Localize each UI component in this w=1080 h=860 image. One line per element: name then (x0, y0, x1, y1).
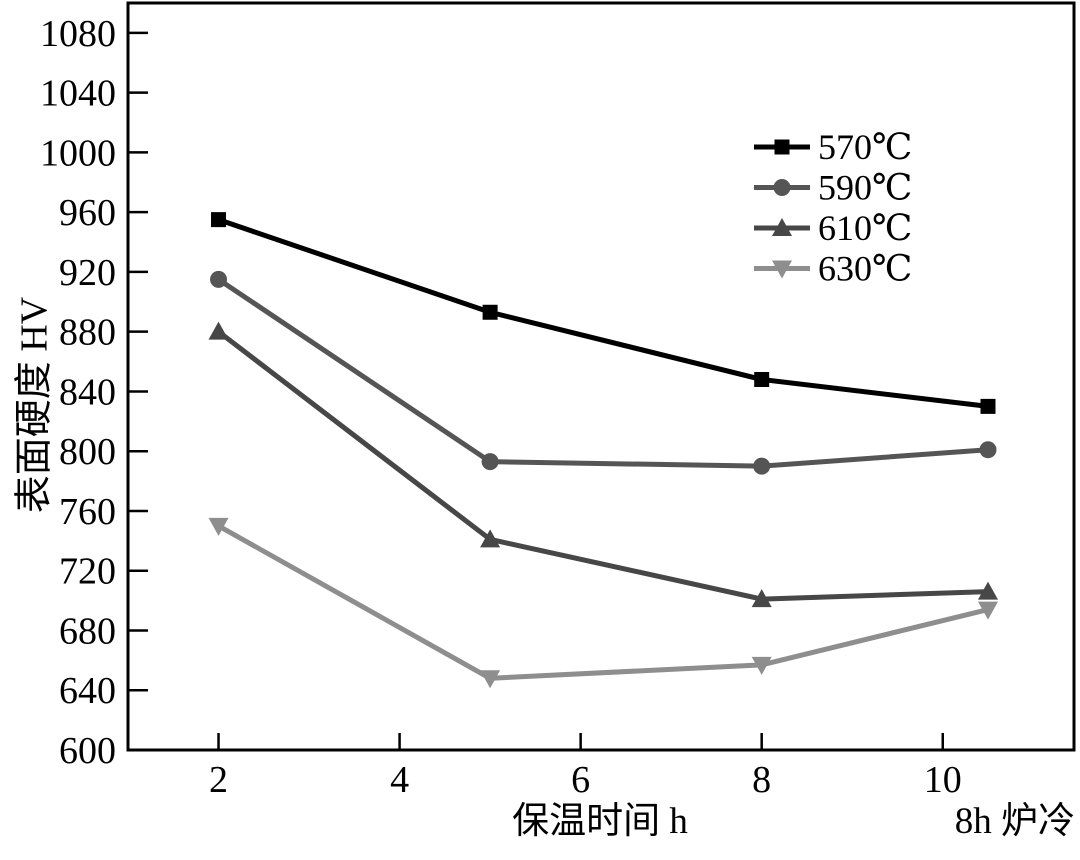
legend-label-590: 590℃ (818, 168, 912, 208)
y-tick-label: 760 (59, 491, 116, 533)
y-tick-label: 960 (59, 192, 116, 234)
series-line-590 (217, 277, 989, 469)
series-marker-610 (751, 589, 772, 608)
series-marker-570 (754, 371, 770, 387)
x-tick-label: 8 (752, 759, 771, 801)
series-marker-630 (208, 517, 229, 536)
x-tick-label: 4 (390, 759, 409, 801)
x-axis-title: 保温时间 h (512, 801, 688, 842)
y-tick-label: 680 (59, 610, 116, 652)
y-tick-label: 1040 (40, 73, 116, 115)
series-marker-570 (980, 398, 996, 414)
series-marker-590 (753, 457, 771, 475)
series-line-570 (217, 217, 989, 409)
y-tick-label: 800 (59, 431, 116, 473)
y-tick-label: 840 (59, 371, 116, 413)
series-marker-590 (210, 270, 228, 288)
series-line-610 (217, 329, 989, 602)
series-marker-610 (978, 581, 998, 600)
y-tick-label: 600 (59, 730, 116, 772)
legend-marker-570 (774, 139, 790, 155)
x-tick-label: 2 (209, 759, 228, 801)
series-line-630 (217, 523, 989, 681)
series-marker-630 (978, 601, 998, 620)
y-tick-label: 720 (59, 551, 116, 593)
x-tick-label: 10 (924, 759, 962, 801)
y-tick-label: 1000 (40, 132, 116, 174)
series-marker-610 (480, 529, 501, 548)
y-axis-title: 表面硬度 HV (13, 296, 56, 514)
series-marker-570 (211, 212, 227, 228)
legend-label-610: 610℃ (818, 208, 912, 248)
legend-marker-610 (772, 218, 792, 236)
series-marker-630 (751, 656, 772, 675)
y-tick-label: 920 (59, 252, 116, 294)
legend-label-570: 570℃ (818, 127, 912, 167)
series-marker-590 (979, 441, 997, 459)
series-marker-590 (481, 453, 499, 471)
legend-label-630: 630℃ (818, 249, 912, 289)
cooling-annotation: 8h 炉冷 (954, 801, 1075, 842)
legend-marker-590 (773, 179, 791, 196)
series-marker-610 (208, 321, 229, 340)
y-tick-label: 640 (59, 670, 116, 712)
y-tick-label: 880 (59, 312, 116, 354)
series-marker-630 (480, 670, 501, 689)
y-tick-label: 1080 (40, 13, 116, 55)
legend-marker-630 (772, 260, 792, 279)
series-marker-570 (482, 304, 498, 320)
plot-border (126, 1, 1076, 752)
x-tick-label: 6 (571, 759, 590, 801)
